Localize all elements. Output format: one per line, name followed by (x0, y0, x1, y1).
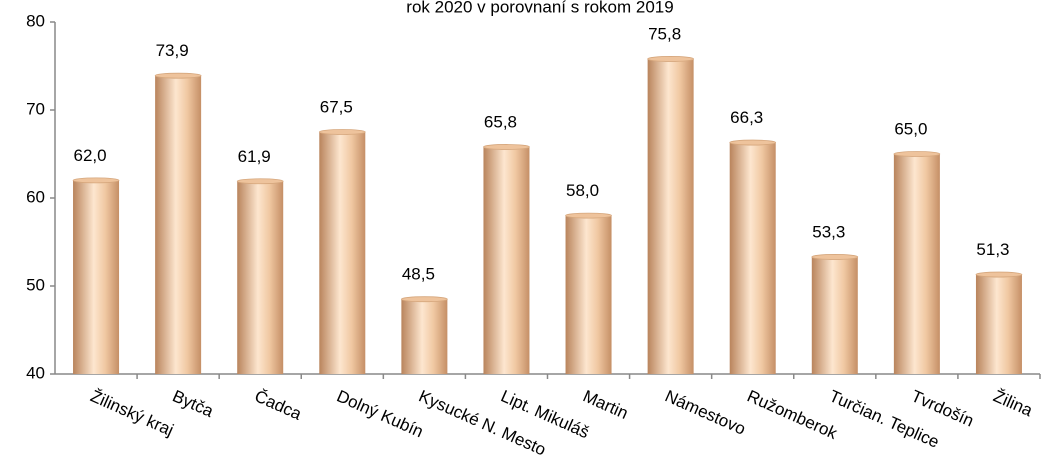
value-label: 75,8 (648, 24, 681, 43)
x-tick-label: Námestovo (662, 386, 748, 438)
bar (647, 58, 694, 375)
value-label: 66,3 (730, 108, 763, 127)
bar-top (893, 151, 941, 157)
value-label: 65,0 (894, 119, 927, 138)
bar-top (400, 296, 448, 303)
bar-top (565, 212, 612, 219)
value-label: 51,3 (976, 240, 1009, 259)
bar-top (154, 72, 202, 79)
bar (483, 146, 530, 374)
bar (893, 154, 940, 374)
value-label: 53,3 (812, 222, 845, 241)
y-tick-label: 50 (26, 275, 45, 294)
value-label: 62,0 (73, 146, 106, 165)
bar (565, 215, 612, 374)
bar-top (72, 177, 120, 184)
bar (811, 256, 858, 374)
bar (975, 274, 1022, 374)
y-tick-label: 70 (26, 99, 45, 118)
x-tick-label: Žilinský kraj (88, 386, 177, 439)
x-tick-label: Čadca (252, 386, 305, 424)
bar-top (647, 56, 695, 62)
x-tick-label: Ružomberok (744, 386, 840, 443)
value-label: 67,5 (320, 97, 353, 116)
bar (155, 75, 202, 375)
x-tick-label: Martin (580, 386, 631, 423)
bar-top (811, 254, 859, 260)
bar-top (483, 144, 530, 150)
x-tick-label: Žilina (991, 386, 1036, 420)
x-tick-label: Bytča (170, 386, 217, 421)
bar (237, 181, 284, 374)
bar (729, 142, 776, 374)
value-label: 48,5 (402, 265, 435, 284)
bar (73, 180, 120, 374)
x-tick-label: Dolný Kubín (334, 386, 426, 441)
y-tick-label: 40 (26, 363, 45, 382)
y-tick-label: 80 (26, 11, 45, 30)
bar-top (318, 129, 366, 135)
y-tick-label: 60 (26, 187, 45, 206)
value-label: 61,9 (238, 147, 271, 166)
value-label: 65,8 (484, 112, 517, 131)
bar (401, 299, 448, 374)
bar-top (236, 178, 284, 185)
bar-top (729, 139, 777, 146)
bar-top (975, 271, 1023, 278)
bar (319, 132, 366, 374)
chart-title: rok 2020 v porovnaní s rokom 2019 (406, 0, 673, 16)
value-label: 73,9 (156, 41, 189, 60)
value-label: 58,0 (566, 181, 599, 200)
